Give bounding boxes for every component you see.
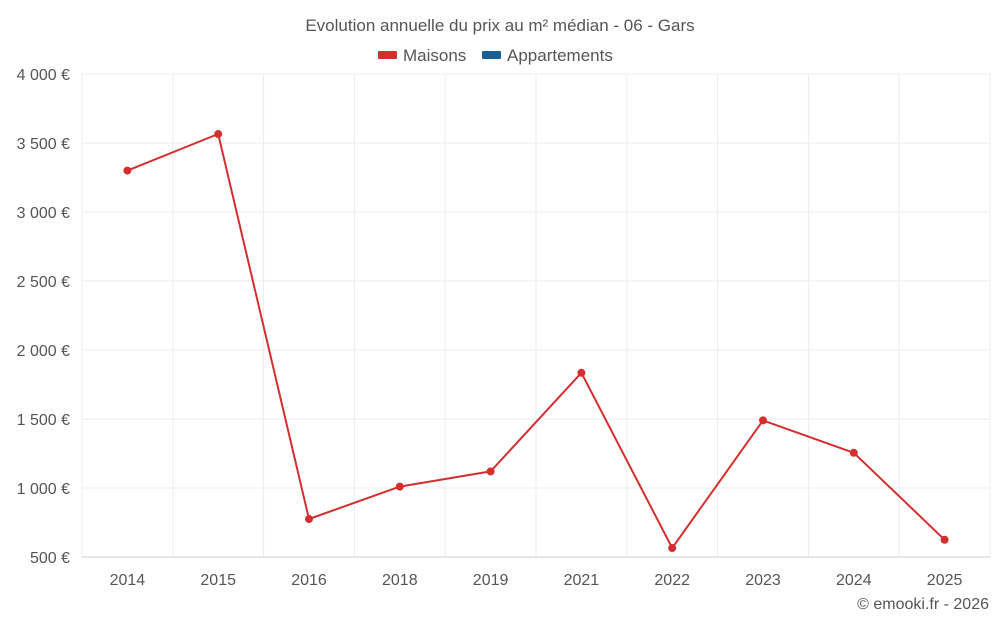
- y-tick-label: 1 500 €: [17, 412, 70, 429]
- legend-label-appartements: Appartements: [507, 46, 613, 65]
- legend-swatch-appartements: [482, 51, 501, 59]
- x-tick-label: 2014: [110, 572, 146, 589]
- legend-swatch-maisons: [378, 51, 397, 59]
- y-tick-label: 500 €: [30, 550, 70, 567]
- x-tick-label: 2023: [745, 572, 781, 589]
- x-axis-ticks: 2014 2015 2016 2018 2019 2021 2022 2023 2024 2025: [110, 572, 963, 589]
- x-tick-label: 2025: [927, 572, 963, 589]
- legend-label-maisons: Maisons: [403, 46, 466, 65]
- data-point: [759, 416, 767, 425]
- data-point: [577, 368, 586, 377]
- chart-title: Evolution annuelle du prix au m² médian …: [305, 16, 694, 35]
- data-point: [214, 130, 223, 139]
- y-tick-label: 2 000 €: [17, 343, 70, 360]
- data-point: [486, 467, 495, 476]
- series-line-maisons: [127, 133, 946, 549]
- series-group: [123, 130, 949, 553]
- y-tick-label: 1 000 €: [17, 481, 70, 498]
- x-tick-label: 2015: [200, 572, 236, 589]
- data-point: [305, 515, 313, 524]
- x-gridlines: [81, 74, 991, 557]
- data-point: [123, 166, 132, 175]
- data-point: [940, 535, 949, 544]
- y-tick-label: 2 500 €: [17, 274, 70, 291]
- x-tick-label: 2019: [473, 572, 509, 589]
- y-tick-label: 3 000 €: [17, 205, 70, 222]
- y-tick-label: 3 500 €: [17, 136, 70, 153]
- credit-text: © emooki.fr - 2026: [857, 596, 989, 613]
- x-tick-label: 2022: [654, 572, 690, 589]
- x-tick-label: 2021: [564, 572, 600, 589]
- legend: Maisons Appartements: [378, 46, 613, 65]
- x-tick-label: 2024: [836, 572, 872, 589]
- x-tick-label: 2016: [291, 572, 327, 589]
- data-point: [849, 448, 858, 457]
- data-point: [668, 544, 677, 553]
- x-tick-label: 2018: [382, 572, 418, 589]
- data-point: [395, 482, 404, 491]
- y-tick-label: 4 000 €: [17, 67, 70, 84]
- y-axis-ticks: 500 € 1 000 € 1 500 € 2 000 € 2 500 € 3 000 €…: [17, 67, 70, 567]
